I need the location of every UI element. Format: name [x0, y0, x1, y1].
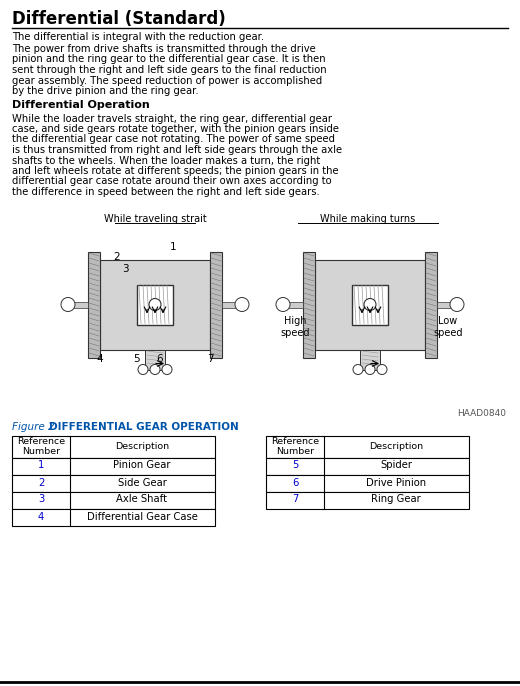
- Text: Figure 2: Figure 2: [12, 421, 61, 431]
- Bar: [266, 491, 469, 508]
- Text: Description: Description: [369, 442, 423, 451]
- Text: shafts to the wheels. When the loader makes a turn, the right: shafts to the wheels. When the loader ma…: [12, 156, 320, 165]
- Text: The power from drive shafts is transmitted through the drive: The power from drive shafts is transmitt…: [12, 44, 316, 54]
- Text: Drive Pinion: Drive Pinion: [366, 477, 426, 488]
- Bar: [88, 252, 100, 357]
- Text: Differential (Standard): Differential (Standard): [12, 10, 226, 28]
- Text: HAAD0840: HAAD0840: [457, 410, 506, 418]
- Circle shape: [364, 298, 376, 311]
- Circle shape: [162, 364, 172, 375]
- Text: differential gear case rotate around their own axes according to: differential gear case rotate around the…: [12, 176, 332, 187]
- Text: 4: 4: [97, 355, 103, 364]
- Bar: [360, 349, 380, 370]
- Bar: [352, 285, 388, 324]
- Text: pinion and the ring gear to the differential gear case. It is then: pinion and the ring gear to the differen…: [12, 54, 326, 64]
- Circle shape: [138, 364, 148, 375]
- Text: is thus transmitted from right and left side gears through the axle: is thus transmitted from right and left …: [12, 145, 342, 155]
- Text: case, and side gears rotate together, with the pinion gears inside: case, and side gears rotate together, wi…: [12, 124, 339, 134]
- Bar: [303, 252, 315, 357]
- Text: by the drive pinion and the ring gear.: by the drive pinion and the ring gear.: [12, 86, 199, 96]
- Text: 2: 2: [38, 477, 44, 488]
- Circle shape: [150, 364, 160, 375]
- Circle shape: [149, 298, 161, 311]
- Text: 3: 3: [38, 495, 44, 504]
- Text: 1: 1: [170, 241, 176, 252]
- Text: 1: 1: [38, 460, 44, 471]
- Bar: [68, 302, 88, 307]
- Text: 5: 5: [292, 460, 298, 471]
- Text: Axle Shaft: Axle Shaft: [116, 495, 167, 504]
- Text: While traveling strait: While traveling strait: [103, 213, 206, 224]
- Text: Spider: Spider: [380, 460, 412, 471]
- Text: 2: 2: [114, 252, 120, 261]
- Bar: [100, 259, 210, 349]
- Text: Differential Gear Case: Differential Gear Case: [86, 512, 198, 521]
- Text: While the loader travels straight, the ring gear, differential gear: While the loader travels straight, the r…: [12, 113, 332, 123]
- Bar: [12, 491, 215, 508]
- Circle shape: [353, 364, 363, 375]
- Circle shape: [276, 298, 290, 311]
- Text: 7: 7: [206, 355, 213, 364]
- Bar: [145, 349, 165, 370]
- Text: Reference
Number: Reference Number: [17, 437, 65, 456]
- Text: Differential Operation: Differential Operation: [12, 101, 150, 110]
- Text: 6: 6: [157, 355, 163, 364]
- Circle shape: [377, 364, 387, 375]
- Text: Ring Gear: Ring Gear: [371, 495, 421, 504]
- Text: and left wheels rotate at different speeds; the pinion gears in the: and left wheels rotate at different spee…: [12, 166, 339, 176]
- Text: gear assembly. The speed reduction of power is accomplished: gear assembly. The speed reduction of po…: [12, 75, 322, 86]
- Text: Low
speed: Low speed: [433, 316, 463, 338]
- Text: 7: 7: [292, 495, 298, 504]
- Bar: [137, 285, 173, 324]
- Text: Reference
Number: Reference Number: [271, 437, 319, 456]
- Bar: [266, 475, 469, 491]
- Text: 4: 4: [38, 512, 44, 521]
- Circle shape: [365, 364, 375, 375]
- Bar: [425, 252, 437, 357]
- Text: the difference in speed between the right and left side gears.: the difference in speed between the righ…: [12, 187, 320, 197]
- Text: the differential gear case not rotating. The power of same speed: the differential gear case not rotating.…: [12, 134, 335, 145]
- Text: The differential is integral with the reduction gear.: The differential is integral with the re…: [12, 32, 264, 42]
- Bar: [266, 436, 469, 458]
- Bar: [222, 302, 242, 307]
- Bar: [283, 302, 303, 307]
- Bar: [266, 458, 469, 475]
- Circle shape: [61, 298, 75, 311]
- Text: DIFFERENTIAL GEAR OPERATION: DIFFERENTIAL GEAR OPERATION: [49, 421, 239, 431]
- Text: Pinion Gear: Pinion Gear: [113, 460, 171, 471]
- Bar: [12, 508, 215, 525]
- Text: While making turns: While making turns: [320, 213, 415, 224]
- Bar: [12, 475, 215, 491]
- Bar: [12, 436, 215, 458]
- Circle shape: [235, 298, 249, 311]
- Bar: [210, 252, 222, 357]
- Text: sent through the right and left side gears to the final reduction: sent through the right and left side gea…: [12, 65, 327, 75]
- Bar: [315, 259, 425, 349]
- Circle shape: [450, 298, 464, 311]
- Text: 3: 3: [122, 265, 128, 274]
- Bar: [12, 458, 215, 475]
- Text: 6: 6: [292, 477, 298, 488]
- Text: High
speed: High speed: [280, 316, 310, 338]
- Text: Description: Description: [115, 442, 169, 451]
- Bar: [437, 302, 457, 307]
- Text: Side Gear: Side Gear: [118, 477, 166, 488]
- Text: 5: 5: [134, 355, 140, 364]
